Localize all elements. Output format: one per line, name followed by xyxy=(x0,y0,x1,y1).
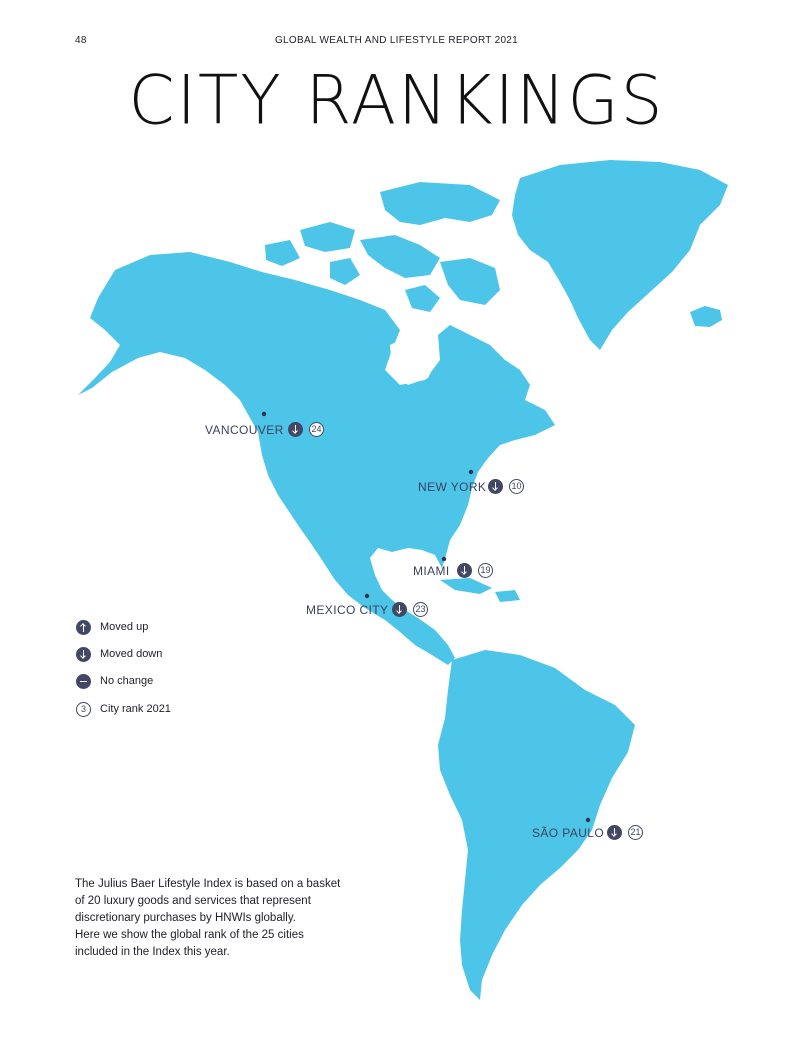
description-line: of 20 luxury goods and services that rep… xyxy=(75,895,311,907)
page-number: 48 xyxy=(75,35,87,46)
greenland-landmass xyxy=(512,160,728,350)
rank-circle-icon: 3 xyxy=(76,702,91,717)
miami-marker xyxy=(441,556,447,562)
city-label-new-york: NEW YORK xyxy=(418,480,487,494)
rank-badge-miami: 19 xyxy=(478,563,493,578)
hispaniola-landmass xyxy=(495,590,520,602)
report-title: GLOBAL WEALTH AND LIFESTYLE REPORT 2021 xyxy=(274,35,519,46)
arrow-down-icon xyxy=(76,647,91,662)
rank-badge-mexico-city: 23 xyxy=(413,602,428,617)
description-line: included in the Index this year. xyxy=(75,946,230,958)
legend-label-moved-up: Moved up xyxy=(100,621,149,633)
city-label-miami: MIAMI xyxy=(413,564,450,578)
city-label-vancouver: VANCOUVER xyxy=(205,423,284,437)
legend-label-city-rank: City rank 2021 xyxy=(100,703,171,715)
sao-paulo-marker xyxy=(585,817,591,823)
hudson-bay-water xyxy=(390,335,438,385)
arrow-up-icon xyxy=(76,620,91,635)
index-description: The Julius Baer Lifestyle Index is based… xyxy=(75,876,375,961)
rank-badge-vancouver: 24 xyxy=(309,422,324,437)
mexico-city-marker xyxy=(364,593,370,599)
iceland-landmass xyxy=(690,306,722,327)
south-america-landmass xyxy=(438,650,635,1000)
description-line: discretionary purchases by HNWIs globall… xyxy=(75,912,296,924)
rank-badge-sao-paulo: 21 xyxy=(628,825,643,840)
legend-label-moved-down: Moved down xyxy=(100,648,163,660)
new-york-marker xyxy=(468,469,474,475)
city-label-sao-paulo: SÃO PAULO xyxy=(532,826,605,840)
description-line: Here we show the global rank of the 25 c… xyxy=(75,929,304,941)
dash-icon xyxy=(76,674,91,689)
north-america-landmass xyxy=(78,252,555,665)
vancouver-marker xyxy=(261,411,267,417)
arrow-down-icon xyxy=(392,602,407,617)
city-label-mexico-city: MEXICO CITY xyxy=(306,603,389,617)
arrow-down-icon xyxy=(607,825,622,840)
arrow-down-icon xyxy=(488,479,503,494)
cuba-landmass xyxy=(440,578,492,594)
rank-badge-new-york: 10 xyxy=(509,479,524,494)
arrow-down-icon xyxy=(288,422,303,437)
arctic-islands-landmass xyxy=(265,182,500,312)
arrow-down-icon xyxy=(457,563,472,578)
description-line: The Julius Baer Lifestyle Index is based… xyxy=(75,878,341,890)
legend-label-no-change: No change xyxy=(100,675,154,687)
page-title: CITY RANKINGS xyxy=(128,61,665,140)
